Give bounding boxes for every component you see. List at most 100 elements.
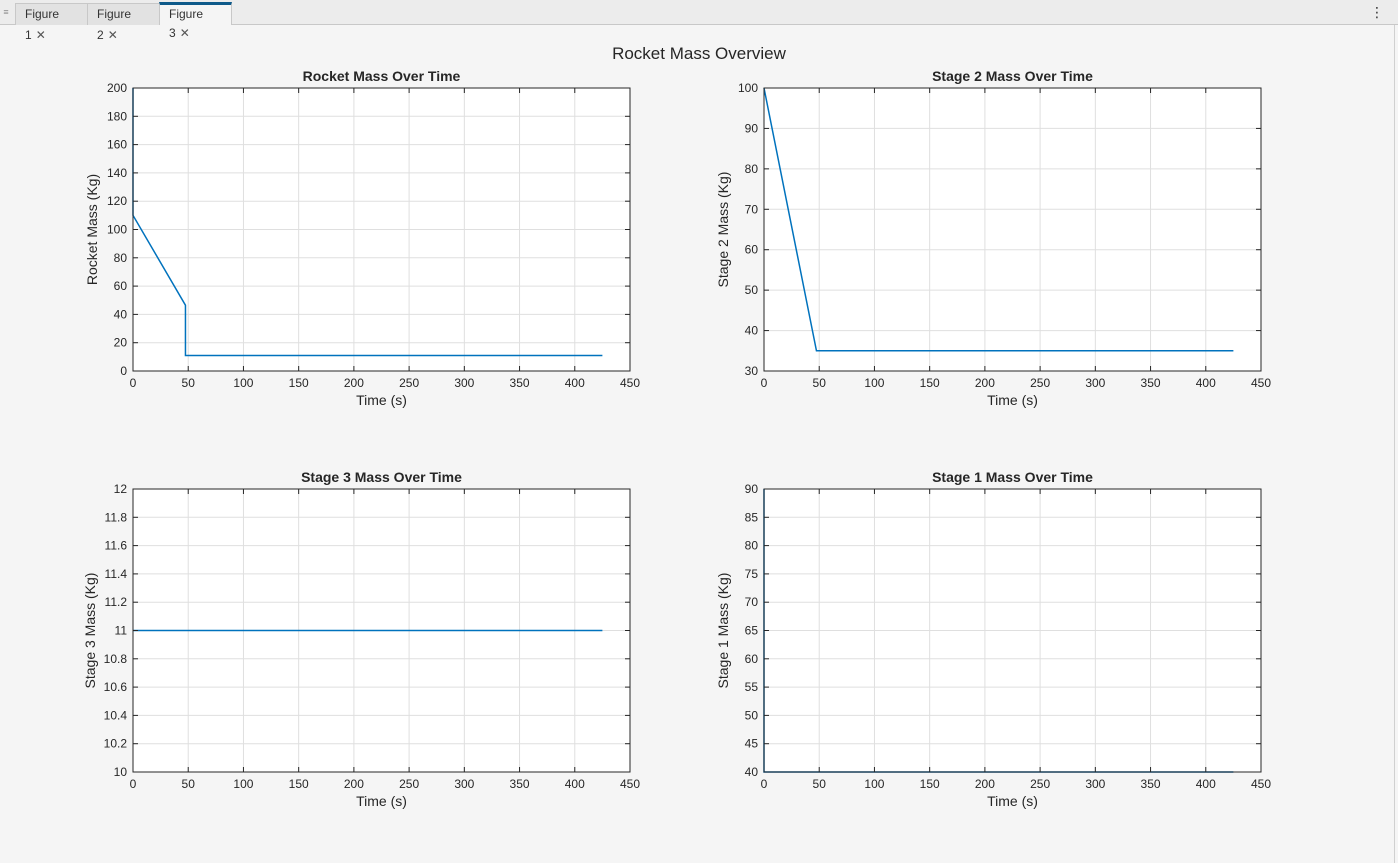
y-tick-label: 65 [745, 624, 759, 638]
x-tick-label: 400 [565, 777, 585, 791]
x-tick-label: 50 [182, 376, 196, 390]
close-icon[interactable]: ✕ [179, 26, 190, 40]
subplot-1: 0 50 100 150 200 250 300 350 400 450 0 20 40 60 80 100 1… [84, 68, 640, 408]
x-axis-label: Time (s) [356, 793, 407, 809]
y-tick-label: 70 [745, 595, 759, 609]
figure-title: Rocket Mass Overview [612, 44, 786, 63]
y-tick-label: 180 [107, 109, 127, 123]
x-tick-label: 350 [510, 777, 530, 791]
axes-box [763, 87, 1262, 372]
tab-label: Figure 2 [97, 7, 132, 42]
y-tick-label: 120 [107, 194, 127, 208]
tab-label: Figure 3 [169, 7, 204, 40]
close-icon[interactable]: ✕ [107, 28, 118, 42]
x-tick-label: 450 [1251, 376, 1271, 390]
y-tick-label: 0 [120, 364, 127, 378]
x-tick-label: 250 [1030, 777, 1050, 791]
y-tick-label: 11.2 [105, 595, 128, 609]
subplot-title: Stage 2 Mass Over Time [932, 68, 1093, 84]
x-tick-label: 0 [130, 376, 137, 390]
data-series-line[interactable] [763, 87, 1234, 352]
x-axis-label: Time (s) [356, 392, 407, 408]
y-axis-label: Stage 1 Mass (Kg) [715, 573, 731, 689]
subplot-2: 0 50 100 150 200 250 300 350 400 450 30 40 50 60 70 80 9… [715, 68, 1271, 408]
x-tick-label: 300 [454, 376, 474, 390]
y-tick-label: 90 [745, 482, 759, 496]
y-tick-label: 10 [114, 765, 128, 779]
close-icon[interactable]: ✕ [35, 28, 46, 42]
tab-figure-1[interactable]: Figure 1 ✕ [15, 3, 88, 42]
y-tick-label: 45 [745, 737, 759, 751]
x-tick-label: 100 [864, 777, 884, 791]
x-tick-label: 0 [761, 777, 768, 791]
subplot-title: Stage 3 Mass Over Time [301, 469, 462, 485]
y-tick-label: 40 [114, 307, 128, 321]
y-tick-label: 60 [114, 279, 128, 293]
y-tick-label: 30 [745, 364, 759, 378]
x-tick-label: 100 [864, 376, 884, 390]
y-tick-label: 20 [114, 336, 128, 350]
x-tick-label: 50 [813, 376, 827, 390]
y-tick-label: 55 [745, 680, 759, 694]
subplot-4: 0 50 100 150 200 250 300 350 400 450 40 45 50 55 60 65 7… [715, 469, 1271, 809]
x-tick-label: 450 [620, 376, 640, 390]
x-tick-label: 400 [1196, 777, 1216, 791]
y-axis-label: Stage 3 Mass (Kg) [82, 573, 98, 689]
y-axis-label: Stage 2 Mass (Kg) [715, 172, 731, 288]
figure-tab-bar: ≡ Figure 1 ✕ Figure 2 ✕ Figure 3 ✕ ⋮ [0, 0, 1398, 42]
y-tick-label: 10.8 [104, 652, 128, 666]
x-axis-label: Time (s) [987, 793, 1038, 809]
x-tick-label: 100 [233, 777, 253, 791]
tab-label: Figure 1 [25, 7, 60, 42]
y-tick-label: 100 [107, 223, 127, 237]
subplot-3: 0 50 100 150 200 250 300 350 400 450 10 10.2 10.4 10.… [82, 469, 640, 809]
y-axis-label: Rocket Mass (Kg) [84, 174, 100, 285]
y-tick-label: 50 [745, 708, 759, 722]
x-tick-label: 250 [399, 376, 419, 390]
x-tick-label: 50 [813, 777, 827, 791]
x-tick-label: 350 [510, 376, 530, 390]
x-tick-label: 150 [289, 376, 309, 390]
x-tick-label: 300 [454, 777, 474, 791]
x-tick-label: 450 [1251, 777, 1271, 791]
subplot-title: Rocket Mass Over Time [303, 68, 461, 84]
y-tick-label: 50 [745, 283, 759, 297]
y-tick-label: 80 [114, 251, 128, 265]
x-tick-label: 0 [761, 376, 768, 390]
y-tick-label: 11.4 [105, 567, 128, 581]
y-tick-label: 60 [745, 652, 759, 666]
grip-icon[interactable]: ≡ [3, 7, 9, 17]
x-axis-label: Time (s) [987, 392, 1038, 408]
x-tick-label: 250 [399, 777, 419, 791]
y-tick-label: 10.4 [104, 708, 128, 722]
x-tick-label: 200 [344, 777, 364, 791]
y-tick-label: 200 [107, 81, 127, 95]
y-tick-label: 11 [115, 624, 128, 638]
tab-figure-3[interactable]: Figure 3 ✕ [159, 2, 232, 40]
panel-divider [1394, 25, 1395, 863]
y-tick-label: 12 [114, 482, 128, 496]
y-tick-label: 85 [745, 510, 759, 524]
x-tick-label: 150 [920, 376, 940, 390]
y-tick-label: 140 [107, 166, 127, 180]
y-tick-label: 10.6 [104, 680, 128, 694]
y-tick-label: 160 [107, 138, 127, 152]
x-tick-label: 150 [920, 777, 940, 791]
x-tick-label: 200 [975, 376, 995, 390]
x-tick-label: 400 [565, 376, 585, 390]
y-tick-label: 11.6 [105, 539, 128, 553]
plot-background[interactable] [764, 88, 1261, 371]
y-tick-label: 60 [745, 243, 759, 257]
x-tick-label: 100 [233, 376, 253, 390]
x-tick-label: 250 [1030, 376, 1050, 390]
tab-figure-2[interactable]: Figure 2 ✕ [87, 3, 160, 42]
x-tick-label: 400 [1196, 376, 1216, 390]
y-tick-label: 70 [745, 202, 759, 216]
x-tick-label: 200 [975, 777, 995, 791]
x-tick-label: 50 [182, 777, 196, 791]
x-tick-label: 350 [1141, 376, 1161, 390]
y-tick-label: 90 [745, 121, 759, 135]
x-tick-label: 0 [130, 777, 137, 791]
x-tick-label: 350 [1141, 777, 1161, 791]
